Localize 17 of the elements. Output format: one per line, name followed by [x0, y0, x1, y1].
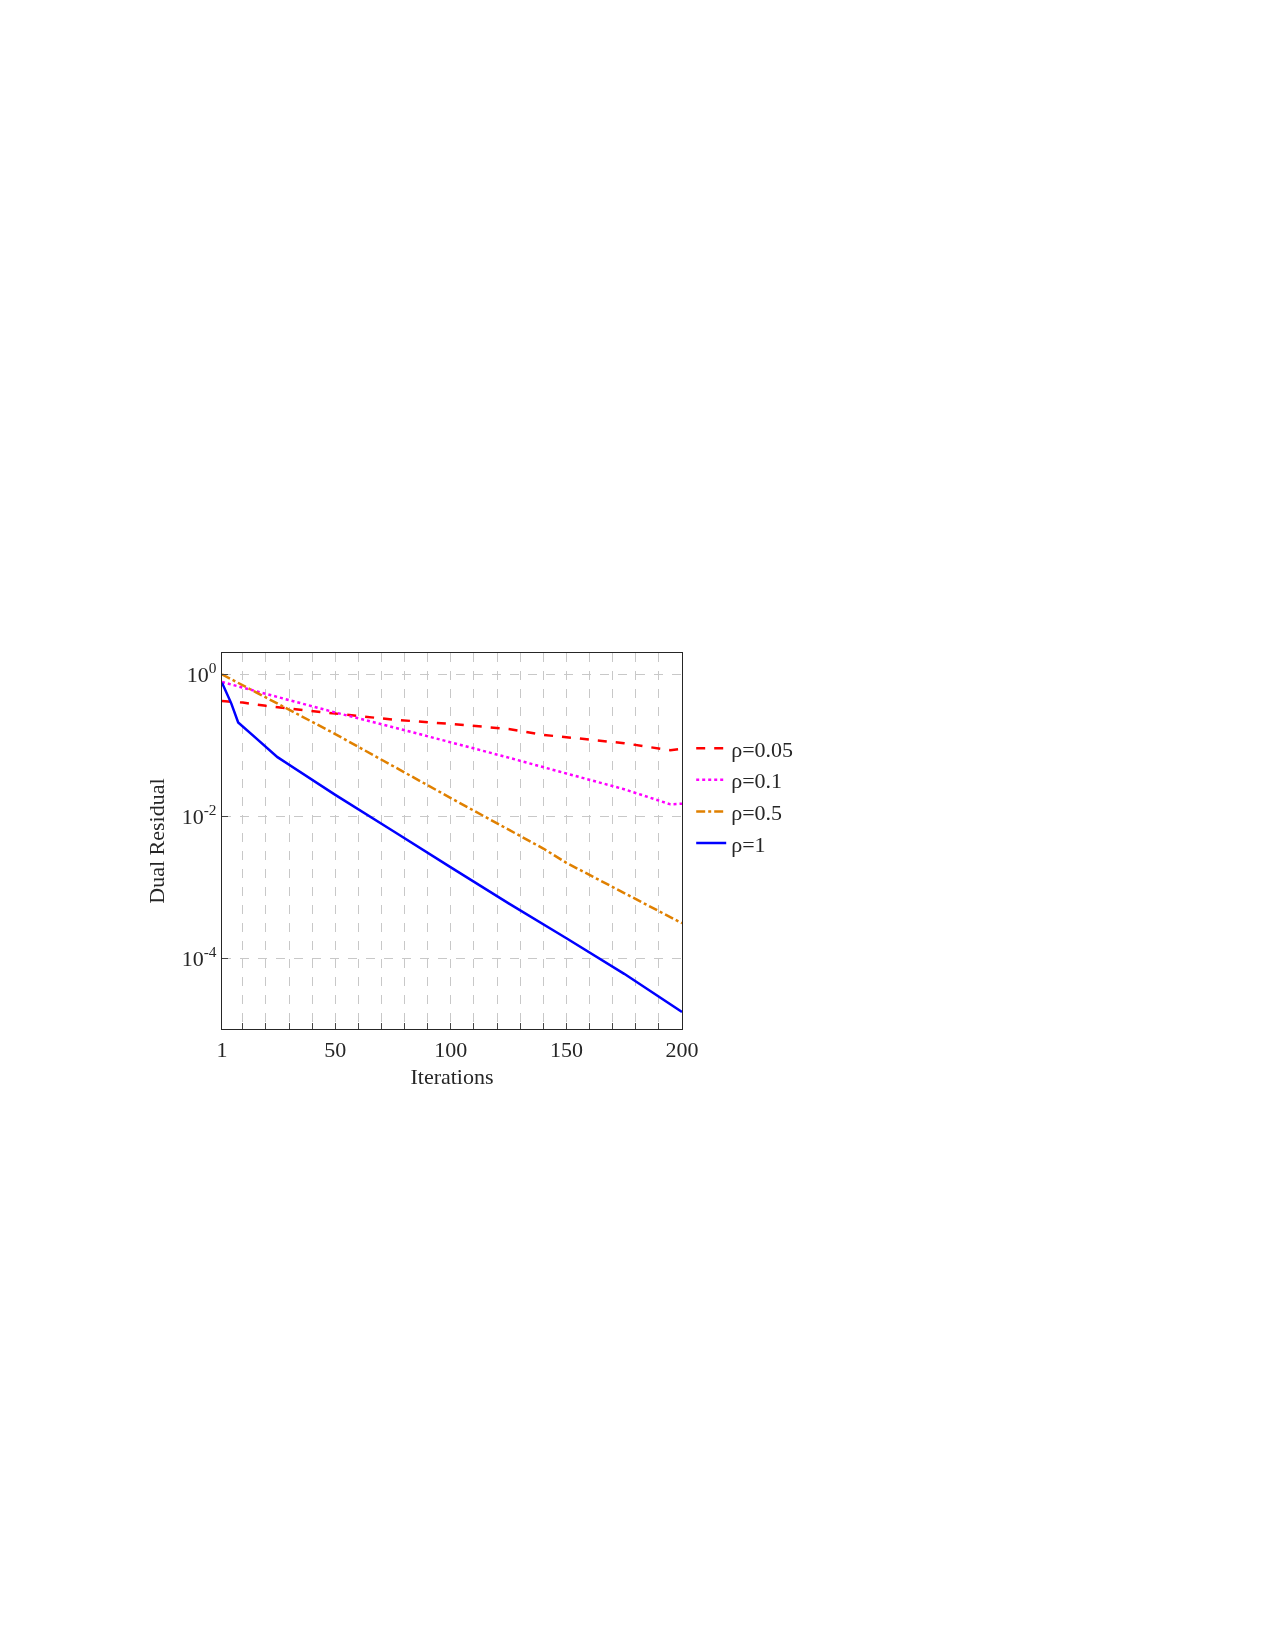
line-series	[222, 680, 682, 806]
x-tick-label: 100	[434, 1036, 468, 1062]
legend-label: ρ=0.1	[731, 768, 783, 794]
legend-label: ρ=0.5	[731, 799, 783, 825]
x-tick-label: 150	[549, 1036, 583, 1062]
y-tick-label: 10$^{0}$	[186, 658, 217, 688]
line-series	[222, 673, 682, 925]
x-tick-label: 1	[216, 1036, 228, 1062]
x-tick-label: 200	[665, 1036, 699, 1062]
legend-label: ρ=1	[731, 831, 766, 857]
line-series	[222, 681, 682, 1014]
y-axis-title: Dual Residual	[144, 778, 170, 904]
x-axis-title: Iterations	[410, 1064, 494, 1090]
y-tick-label: 10$^{-4}$	[181, 942, 217, 971]
legend-label: ρ=0.05	[731, 736, 794, 762]
y-tick-label: 10$^{-2}$	[181, 800, 217, 829]
x-tick-label: 50	[324, 1036, 347, 1062]
